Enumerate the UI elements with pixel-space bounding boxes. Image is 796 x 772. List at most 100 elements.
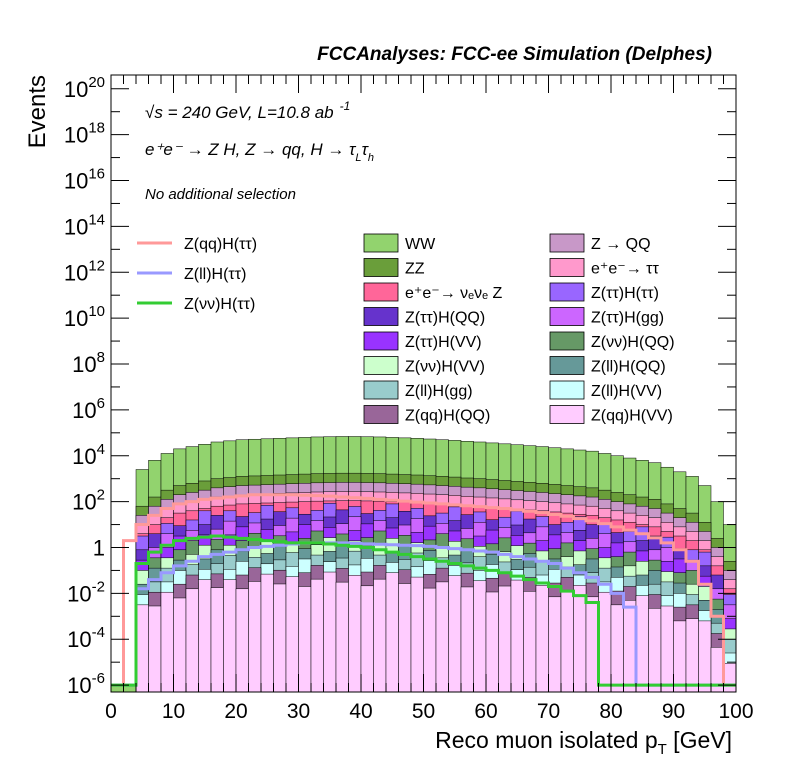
stack-bar: [498, 585, 512, 693]
x-tick-label: 100: [718, 700, 753, 723]
stack-bar: [260, 573, 274, 693]
stack-bar: [598, 591, 612, 693]
x-tick-label: 0: [105, 700, 117, 723]
legend-swatch: [549, 380, 585, 400]
stack-bar: [160, 591, 174, 693]
stack-bar: [573, 585, 587, 693]
legend-swatch: [549, 405, 585, 424]
legend-label: Z(ττ)H(VV): [405, 334, 482, 351]
stack-bar: [235, 588, 249, 693]
y-tick-label: 10-4: [67, 624, 105, 652]
stack-bar: [673, 620, 687, 693]
stack-bar: [298, 586, 312, 693]
stack-bar: [523, 591, 537, 693]
y-tick-label: 1012: [64, 257, 105, 285]
stack-bar: [398, 583, 412, 693]
stack-bar: [335, 581, 349, 693]
legend-swatch: [363, 307, 399, 326]
stack-bar: [410, 576, 424, 693]
x-tick-label: 60: [474, 700, 497, 723]
signal-histograms: [111, 493, 736, 687]
legend-label: Z(ττ)H(gg): [591, 310, 664, 327]
stack-bar: [660, 605, 674, 693]
stack-bar: [248, 581, 262, 693]
y-tick-label: 108: [72, 349, 105, 377]
stack-bar: [198, 579, 212, 693]
stack-bar: [185, 588, 199, 693]
stack-bar: [210, 587, 224, 693]
legend-label: e⁺e⁻→ νₑνₑ Z: [405, 285, 502, 302]
legend-swatch: [549, 282, 585, 302]
y-tick-label: 1020: [64, 74, 105, 102]
legend-line-label: Z(ll)H(ττ): [184, 266, 246, 283]
legend-label: Z → QQ: [591, 236, 651, 253]
x-tick-label: 20: [224, 700, 247, 723]
stack-bar: [485, 591, 499, 693]
legend-swatch: [549, 307, 585, 326]
y-axis-label: Events: [24, 75, 51, 148]
y-tick-label: 1014: [64, 211, 105, 239]
chart-title: FCCAnalyses: FCC-ee Simulation (Delphes): [317, 44, 712, 65]
stack-bar: [510, 579, 524, 693]
stack-bar: [448, 575, 462, 693]
x-tick-label: 80: [599, 700, 622, 723]
stack-bar: [648, 608, 662, 693]
x-tick-label: 90: [662, 700, 685, 723]
legend-line-label: Z(qq)H(ττ): [184, 236, 257, 253]
stacked-backgrounds: [110, 436, 737, 693]
y-tick-label: 1016: [64, 166, 105, 194]
axis-ticks: 0 10 20 30 40 50 60 70 80 90 10010-610-410-2110210…: [64, 74, 754, 723]
process-annotation: e⁺e⁻ → Z H, Z → qq, H → τLτh: [145, 140, 374, 164]
signal-line: [111, 534, 736, 687]
stack-bar: [435, 581, 449, 693]
legend-label: Z(ττ)H(ττ): [591, 285, 659, 302]
stack-bar: [423, 587, 437, 693]
stack-bar: [685, 618, 699, 693]
stack-bar: [135, 604, 149, 693]
stack-bar: [148, 605, 162, 693]
legend-label: Z(ττ)H(QQ): [405, 310, 485, 327]
stack-bar: [273, 583, 287, 693]
legend-line-label: Z(νν)H(ττ): [184, 296, 255, 313]
legend-swatch: [363, 282, 399, 302]
stack-bar: [623, 600, 637, 693]
selection-annotation: No additional selection: [145, 186, 296, 203]
x-tick-label: 40: [349, 700, 372, 723]
x-tick-label: 10: [162, 700, 185, 723]
stack-bar: [373, 578, 387, 693]
legend-label: Z(νν)H(VV): [405, 359, 485, 376]
stack-bar: [535, 585, 549, 693]
legend: Z(qq)H(ττ) Z(ll)H(ττ) Z(νν)H(ττ) WW ZZ e⁺e⁻→ …: [137, 233, 675, 425]
stack-bar: [460, 586, 474, 693]
signal-line: [111, 541, 736, 687]
energy-lumi-annotation: √s = 240 GeV, L=10.8 ab -1: [145, 99, 350, 122]
legend-label: Z(qq)H(VV): [591, 408, 673, 425]
legend-label: Z(ll)H(VV): [591, 383, 662, 400]
stack-bar: [360, 585, 374, 693]
y-tick-label: 1010: [64, 303, 105, 331]
x-tick-label: 30: [287, 700, 310, 723]
y-tick-label: 1018: [64, 120, 105, 148]
legend-swatch: [363, 258, 399, 277]
legend-swatch: [549, 356, 585, 375]
legend-swatch: [549, 258, 585, 277]
stack-bar: [323, 571, 337, 693]
stack-bar: [310, 578, 324, 693]
x-tick-label: 70: [537, 700, 560, 723]
stack-bar: [560, 590, 574, 693]
stack-bar: [348, 575, 362, 693]
y-tick-label: 102: [72, 487, 105, 515]
legend-label: Z(ll)H(gg): [405, 383, 473, 400]
signal-line: [111, 493, 736, 687]
y-tick-label: 104: [72, 441, 105, 469]
legend-swatch: [363, 331, 399, 351]
x-tick-label: 50: [412, 700, 435, 723]
stack-bar: [723, 663, 737, 693]
legend-label: e⁺e⁻→ ττ: [591, 261, 659, 278]
stack-bar: [473, 580, 487, 693]
legend-label: ZZ: [405, 261, 425, 278]
y-tick-label: 10-6: [67, 670, 105, 698]
stack-bar: [385, 572, 399, 693]
legend-label: Z(ll)H(QQ): [591, 359, 666, 376]
